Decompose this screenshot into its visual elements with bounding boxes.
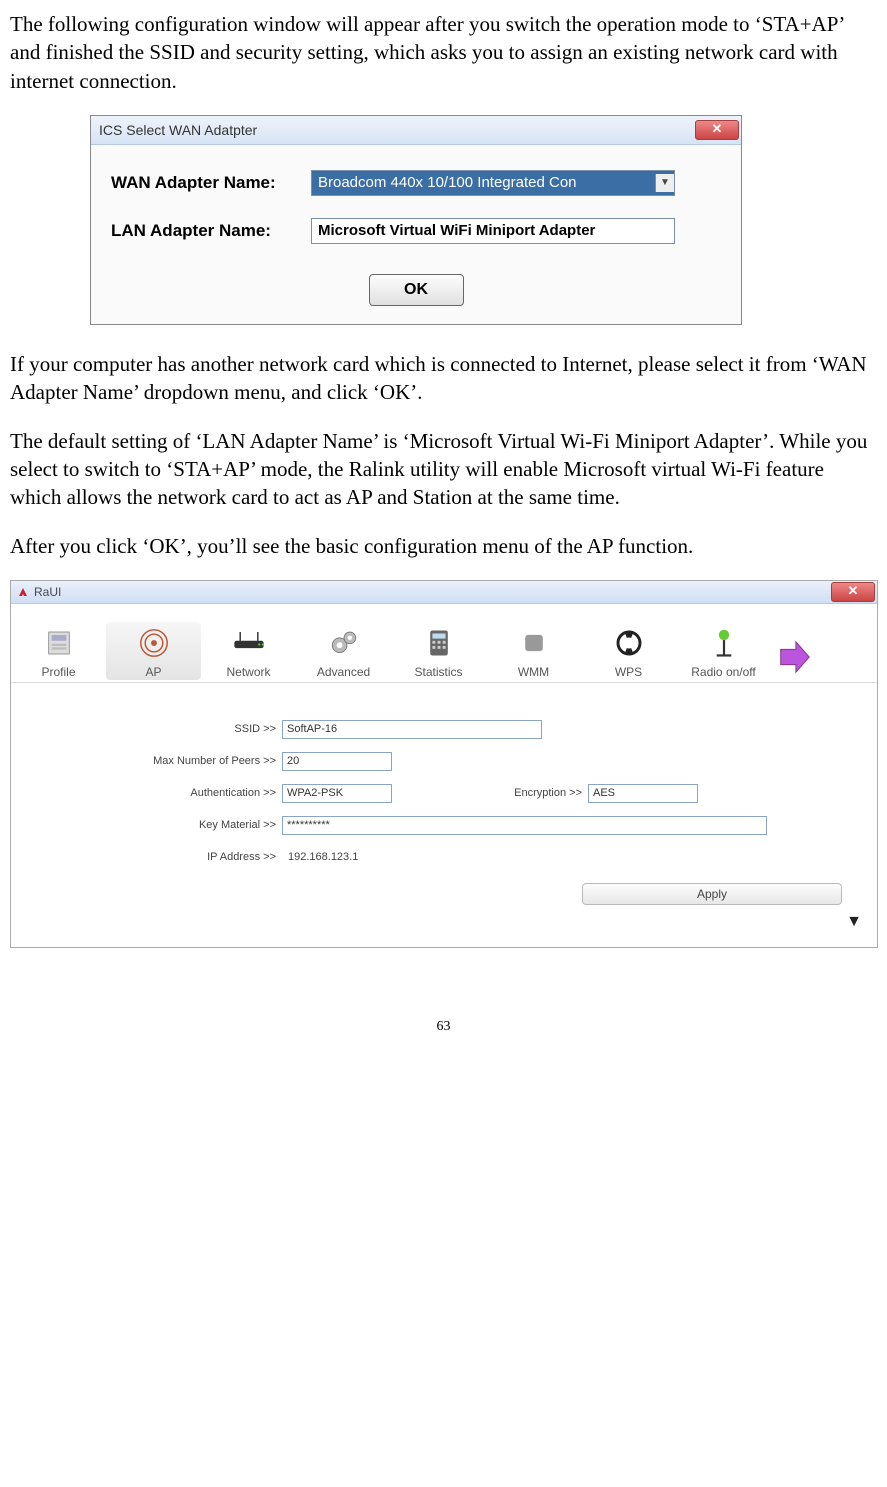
close-button[interactable]: ✕: [695, 120, 739, 140]
tab-wps[interactable]: WPS: [581, 622, 676, 680]
ip-label: IP Address >>: [11, 850, 282, 865]
dialog-titlebar: ICS Select WAN Adatpter ✕: [91, 116, 741, 145]
wps-icon: [581, 622, 676, 664]
raui-title: RaUI: [34, 584, 61, 600]
tab-radio[interactable]: Radio on/off: [676, 622, 771, 680]
raui-titlebar: RaUI ✕: [11, 581, 877, 604]
body-paragraph: After you click ‘OK’, you’ll see the bas…: [10, 532, 877, 560]
tab-advanced[interactable]: Advanced: [296, 622, 391, 680]
tab-label: Radio on/off: [676, 664, 771, 680]
toolbar: Profile AP Network Advanced Statistics: [11, 604, 877, 683]
tab-label: Profile: [11, 664, 106, 680]
toolbar-next[interactable]: [771, 638, 816, 680]
tab-label: Advanced: [296, 664, 391, 680]
ap-config-form: SSID >> Max Number of Peers >> Authentic…: [11, 683, 877, 947]
auth-label: Authentication >>: [11, 786, 282, 801]
body-paragraph: The default setting of ‘LAN Adapter Name…: [10, 427, 877, 512]
ok-button[interactable]: OK: [369, 274, 464, 306]
close-icon: ✕: [712, 121, 723, 136]
page-number: 63: [10, 1018, 877, 1037]
profile-icon: [11, 622, 106, 664]
tab-profile[interactable]: Profile: [11, 622, 106, 680]
close-button[interactable]: ✕: [831, 582, 875, 602]
ssid-label: SSID >>: [11, 722, 282, 737]
peers-label: Max Number of Peers >>: [11, 754, 282, 769]
key-label: Key Material >>: [11, 818, 282, 833]
lan-label: LAN Adapter Name:: [111, 220, 311, 243]
ip-value: 192.168.123.1: [282, 850, 358, 865]
body-paragraph: If your computer has another network car…: [10, 350, 877, 407]
app-icon: [17, 586, 29, 598]
tab-label: WMM: [486, 664, 581, 680]
tab-ap[interactable]: AP: [106, 622, 201, 680]
tab-label: AP: [106, 664, 201, 680]
body-paragraph: The following configuration window will …: [10, 10, 877, 95]
auth-input[interactable]: [282, 784, 392, 803]
tab-label: Statistics: [391, 664, 486, 680]
ics-dialog: ICS Select WAN Adatpter ✕ WAN Adapter Na…: [90, 115, 742, 325]
network-icon: [201, 622, 296, 664]
tab-network[interactable]: Network: [201, 622, 296, 680]
wan-label: WAN Adapter Name:: [111, 172, 311, 195]
radio-icon: [676, 622, 771, 664]
dialog-body: WAN Adapter Name: Broadcom 440x 10/100 I…: [91, 145, 741, 324]
peers-input[interactable]: [282, 752, 392, 771]
chevron-down-icon: ▼: [655, 174, 674, 192]
wan-adapter-select[interactable]: Broadcom 440x 10/100 Integrated Con ▼: [311, 170, 675, 196]
lan-adapter-value: Microsoft Virtual WiFi Miniport Adapter: [311, 218, 675, 244]
arrow-right-icon: [775, 638, 813, 676]
raui-window: RaUI ✕ Profile AP Network: [10, 580, 878, 948]
tab-label: WPS: [581, 664, 676, 680]
enc-label: Encryption >>: [392, 786, 588, 801]
ssid-input[interactable]: [282, 720, 542, 739]
close-icon: ✕: [848, 583, 859, 598]
wmm-icon: [486, 622, 581, 664]
calculator-icon: [391, 622, 486, 664]
tab-label: Network: [201, 664, 296, 680]
apply-button[interactable]: Apply: [582, 883, 842, 905]
expand-toggle[interactable]: ▼: [11, 911, 877, 937]
chevron-down-icon: ▼: [846, 913, 862, 930]
tab-statistics[interactable]: Statistics: [391, 622, 486, 680]
key-input[interactable]: [282, 816, 767, 835]
ap-icon: [106, 622, 201, 664]
dialog-title: ICS Select WAN Adatpter: [99, 121, 257, 140]
gear-icon: [296, 622, 391, 664]
tab-wmm[interactable]: WMM: [486, 622, 581, 680]
wan-adapter-value: Broadcom 440x 10/100 Integrated Con: [318, 171, 577, 195]
enc-input[interactable]: [588, 784, 698, 803]
